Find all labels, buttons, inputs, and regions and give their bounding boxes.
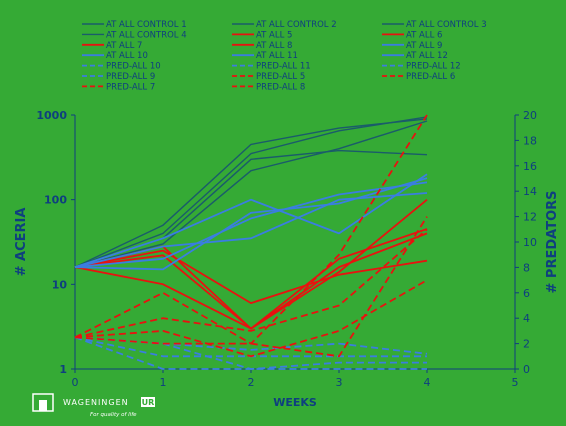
legend-label: AT ALL CONTROL 4	[106, 30, 187, 40]
y-axis-right-label: # PREDATORS	[545, 191, 560, 294]
legend: AT ALL CONTROL 1 AT ALL CONTROL 2 AT ALL C…	[82, 20, 487, 92]
x-tick-label: 1	[160, 376, 167, 389]
logo-ur-box	[141, 397, 155, 407]
legend-label: AT ALL 11	[256, 51, 298, 61]
legend-label: AT ALL 9	[406, 41, 442, 51]
x-tick-label: 2	[248, 376, 255, 389]
legend-label: PRED-ALL 9	[106, 72, 155, 82]
legend-label: PRED-ALL 11	[256, 62, 311, 72]
y-right-tick-label: 4	[523, 312, 530, 325]
series-line	[74, 177, 428, 271]
y-left-tick-label: 10	[52, 278, 68, 291]
y-left-tick-label: 1	[59, 363, 67, 376]
series-line	[74, 118, 428, 268]
legend-label: PRED-ALL 6	[406, 72, 455, 82]
logo-mark-inner	[39, 400, 47, 411]
wageningen-logo: WAGENINGEN UR For quality of life	[32, 393, 155, 418]
series-line	[74, 216, 428, 358]
y-left-tick-label: 1000	[36, 109, 67, 122]
legend-label: AT ALL 12	[406, 51, 448, 61]
logo-suffix: UR	[142, 398, 155, 407]
series-line	[74, 181, 428, 268]
series-line	[74, 249, 428, 305]
y-axis-left-label: # ACERIA	[14, 208, 29, 277]
series-lines	[74, 114, 428, 370]
x-axis-label: WEEKS	[273, 396, 317, 409]
x-tick-label: 3	[336, 376, 343, 389]
y-right-tick-label: 2	[523, 338, 530, 351]
legend-label: PRED-ALL 7	[106, 82, 155, 92]
y-right-tick-label: 0	[523, 363, 530, 376]
series-line	[74, 279, 428, 358]
legend-label: AT ALL 8	[256, 41, 292, 51]
logo-wordmark: WAGENINGEN	[63, 398, 129, 407]
legend-label: AT ALL 7	[106, 41, 142, 51]
legend-label: AT ALL 5	[256, 30, 292, 40]
legend-label: AT ALL CONTROL 2	[256, 20, 337, 30]
series-line	[74, 232, 428, 330]
y-left-tick-label: 100	[44, 194, 67, 207]
legend-label: AT ALL 10	[106, 51, 148, 61]
x-tick-label: 5	[512, 376, 519, 389]
x-tick-label: 0	[72, 376, 79, 389]
y-right-tick-label: 16	[523, 160, 537, 173]
y-right-tick-label: 14	[523, 185, 537, 198]
y-right-tick-label: 6	[523, 287, 530, 300]
x-tick-label: 4	[424, 376, 431, 389]
logo-tagline: For quality of life	[90, 412, 137, 418]
legend-label: AT ALL CONTROL 1	[106, 20, 187, 30]
legend-label: AT ALL CONTROL 3	[406, 20, 487, 30]
y-right-tick-label: 18	[523, 134, 537, 147]
legend-label: PRED-ALL 12	[406, 62, 461, 72]
y-right-tick-label: 12	[523, 211, 537, 224]
legend-label: AT ALL 6	[406, 30, 442, 40]
legend-label: PRED-ALL 10	[106, 62, 161, 72]
series-line	[74, 192, 428, 268]
series-line	[74, 120, 428, 268]
legend-label: PRED-ALL 8	[256, 82, 305, 92]
series-line	[74, 228, 428, 339]
series-line	[74, 173, 428, 268]
y-right-tick-label: 10	[523, 236, 537, 249]
y-right-tick-label: 20	[523, 109, 537, 122]
series-line	[74, 116, 428, 268]
y-right-tick-label: 8	[523, 261, 530, 274]
legend-label: PRED-ALL 5	[256, 72, 305, 82]
